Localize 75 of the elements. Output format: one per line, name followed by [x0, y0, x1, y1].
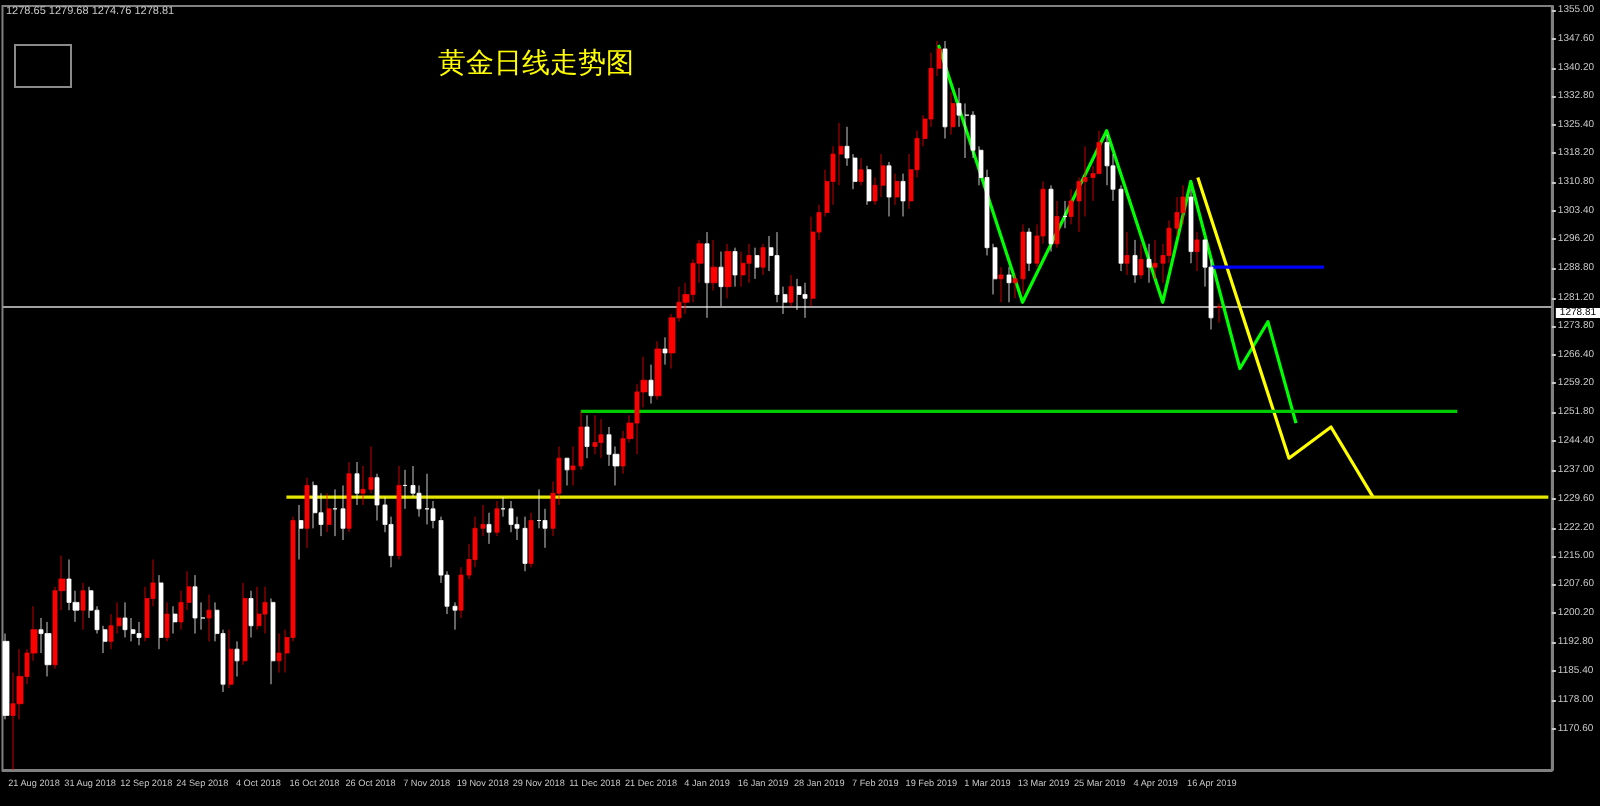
line-series — [936, 43, 1298, 425]
candlestick — [354, 461, 360, 506]
candlestick — [998, 266, 1004, 303]
candlestick — [136, 621, 142, 646]
candlestick — [894, 173, 900, 206]
candlestick — [276, 633, 282, 673]
candlestick — [1048, 184, 1054, 252]
text: 黄金日线走势图 — [438, 48, 634, 80]
candlestick — [1194, 231, 1200, 272]
candlestick — [732, 247, 738, 288]
candlestick — [234, 640, 240, 677]
candlestick — [312, 481, 318, 529]
candlestick — [494, 500, 500, 537]
candlestick — [724, 243, 732, 299]
candlestick — [508, 500, 514, 533]
candlestick — [858, 157, 864, 186]
candlestick — [326, 492, 332, 533]
candlestick — [1138, 243, 1144, 280]
candlestick — [298, 504, 304, 560]
candlestick — [206, 594, 212, 642]
line-series — [1196, 175, 1375, 499]
candlestick — [270, 598, 276, 685]
candlestick — [1132, 239, 1138, 284]
candlestick — [598, 418, 604, 459]
candlestick — [122, 601, 128, 638]
candlestick — [654, 340, 662, 401]
candlestick — [1216, 303, 1222, 324]
candlestick — [900, 173, 906, 217]
candlestick — [584, 414, 590, 459]
candlestick — [1124, 231, 1130, 276]
candlestick — [396, 465, 402, 560]
candlestick — [486, 512, 492, 545]
candlestick — [746, 243, 752, 284]
candlestick — [1054, 200, 1060, 249]
candlestick — [1188, 188, 1194, 264]
candlestick — [242, 582, 248, 666]
candlestick — [760, 243, 766, 276]
candlestick — [1146, 243, 1152, 284]
candlestick — [192, 574, 198, 634]
candlestick — [44, 621, 52, 677]
candlestick — [662, 336, 668, 366]
candlestick — [262, 586, 268, 634]
candlestick — [172, 605, 178, 634]
candlestick — [256, 586, 262, 631]
candlestick — [754, 247, 760, 280]
candlestick — [788, 274, 794, 307]
candlestick — [228, 629, 234, 689]
candlestick — [648, 364, 654, 404]
candlestick — [880, 153, 886, 198]
candlestick — [704, 231, 710, 319]
candlestick — [1152, 239, 1158, 280]
candlestick — [2, 633, 10, 720]
candlestick — [866, 165, 872, 206]
candlestick — [886, 161, 892, 217]
candlestick — [592, 414, 598, 455]
candlestick — [740, 251, 746, 288]
candlestick — [710, 239, 718, 291]
candlestick — [942, 40, 948, 139]
candlestick — [1006, 266, 1012, 303]
candlestick — [802, 282, 808, 319]
candlestick — [158, 574, 164, 650]
candlestick — [248, 590, 254, 638]
candlestick — [346, 461, 352, 533]
candlestick — [304, 477, 310, 549]
candlestick — [340, 485, 346, 541]
candlestick — [528, 512, 534, 568]
candlestick — [80, 582, 86, 631]
candlestick — [950, 91, 956, 136]
candlestick — [796, 278, 802, 311]
candlestick — [1026, 227, 1032, 272]
candlestick — [522, 516, 528, 572]
candlestick — [718, 251, 724, 307]
candlestick — [164, 601, 170, 642]
candlestick — [1020, 223, 1026, 295]
candlestick — [564, 457, 570, 486]
